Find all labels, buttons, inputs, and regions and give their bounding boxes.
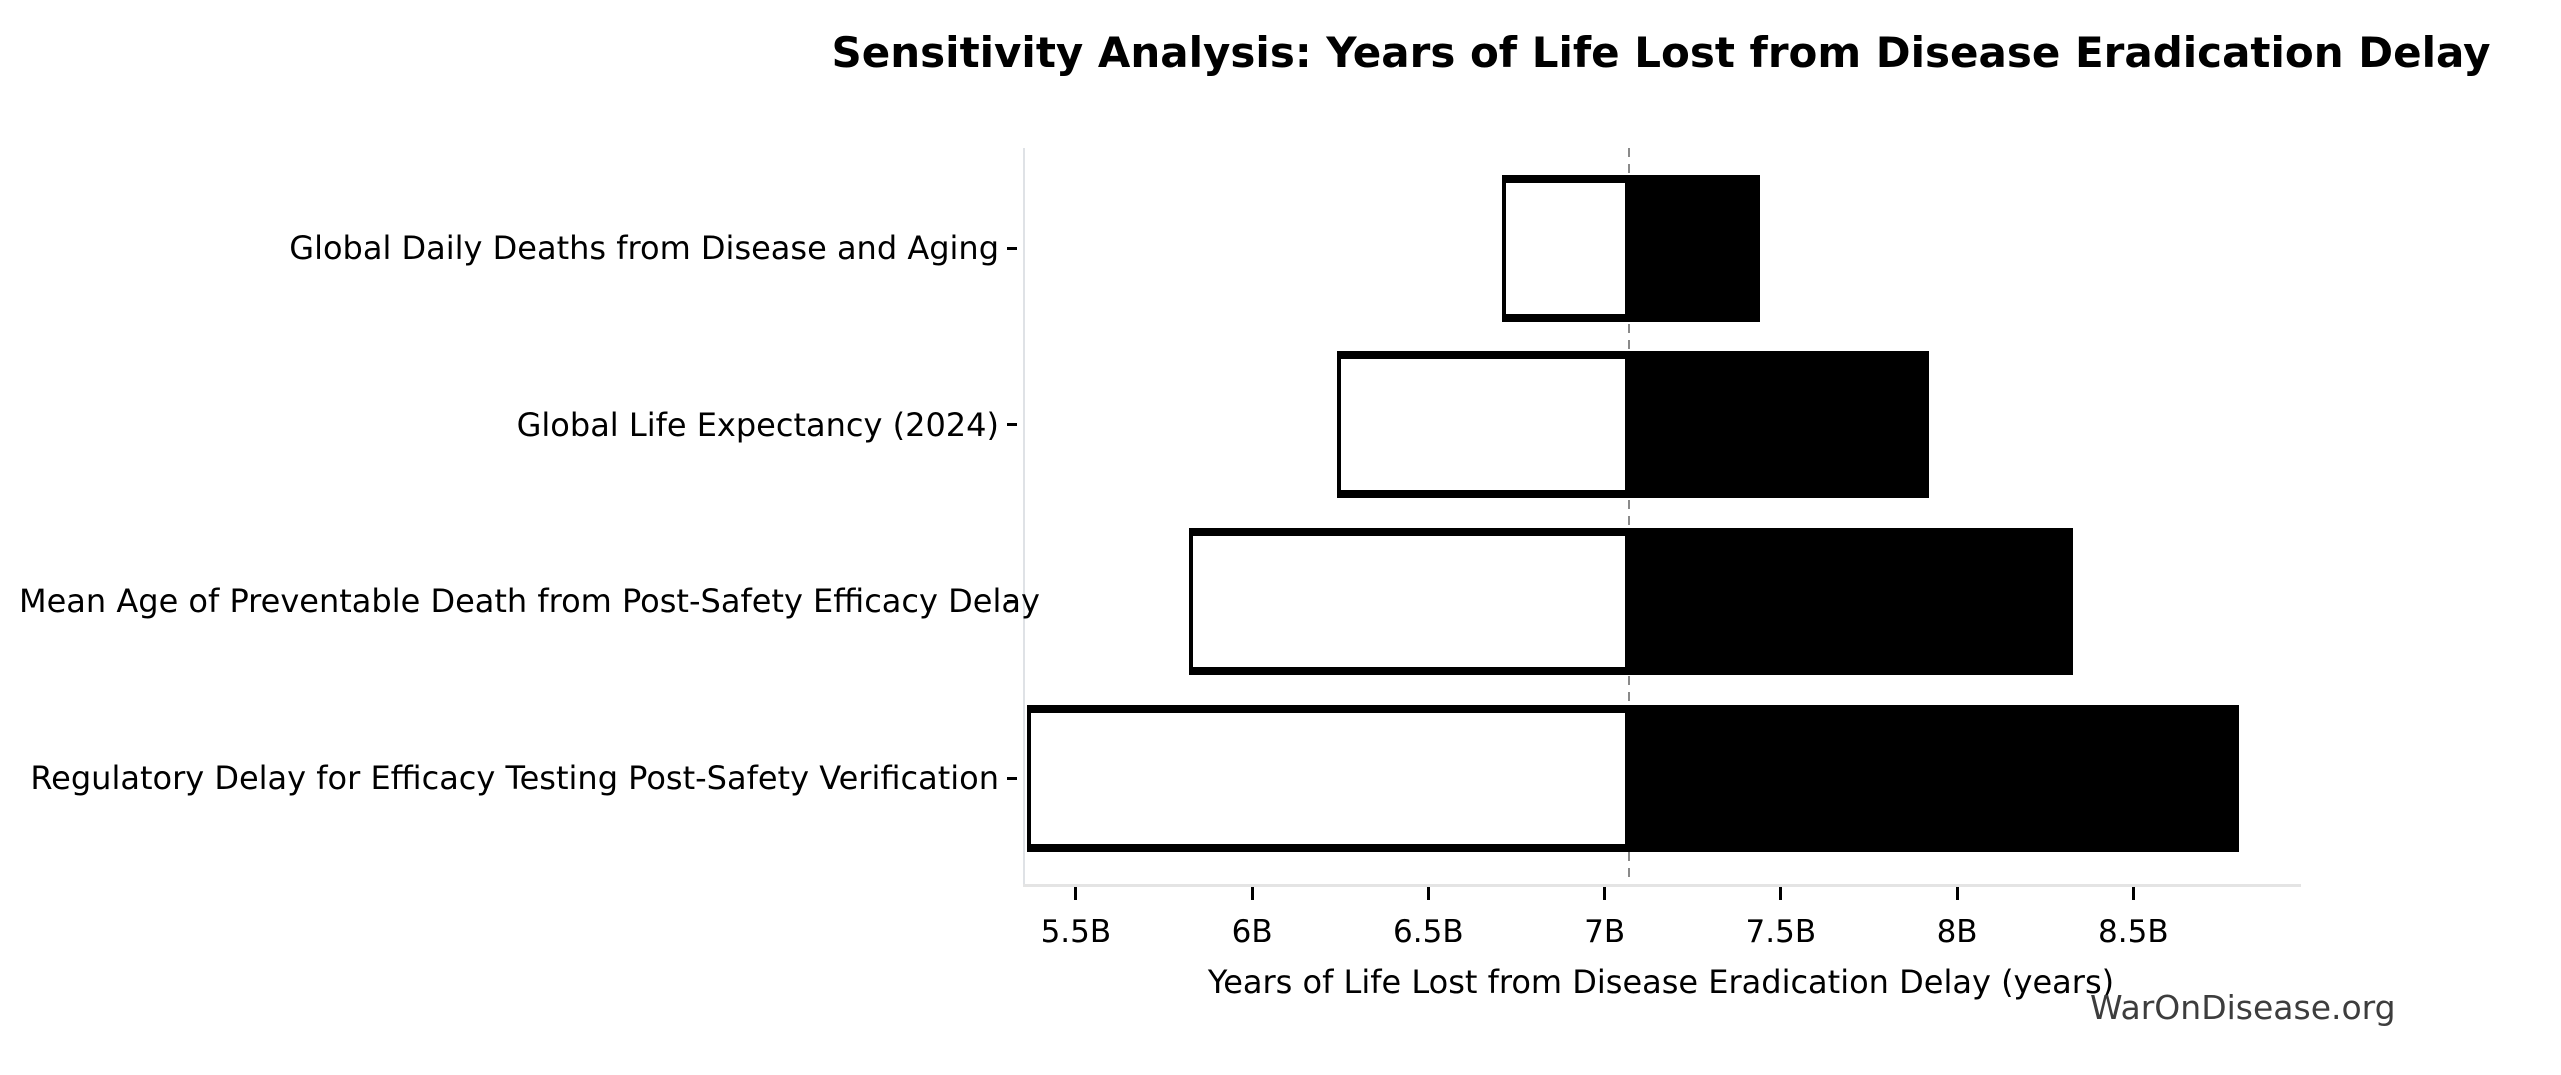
x-tick-mark [1955,887,1959,900]
x-axis-label: Years of Life Lost from Disease Eradicat… [1207,963,2115,1001]
y-category-label: Regulatory Delay for Efficacy Testing Po… [30,759,999,797]
x-tick-label: 5.5B [1040,914,1112,950]
chart-title: Sensitivity Analysis: Years of Life Lost… [831,28,2491,77]
x-tick-label: 7.5B [1745,914,1817,950]
x-tick-mark [1779,887,1783,900]
bar-low-segment [1502,178,1630,318]
x-tick-mark [1603,887,1607,900]
watermark-text: WarOnDisease.org [2090,988,2396,1027]
x-tick-label: 7B [1584,914,1626,950]
y-tick-mark [1007,599,1017,603]
baseline-dashed-line [1628,148,1631,884]
y-axis-spine [1023,148,1025,887]
bar-low-segment [1188,531,1630,671]
y-category-label: Global Life Expectancy (2024) [516,405,999,444]
x-tick-mark [1250,887,1254,900]
x-tick-mark [1074,887,1078,900]
y-tick-mark [1007,423,1017,427]
x-axis-spine [1023,884,2301,887]
x-tick-label: 8.5B [2098,914,2169,950]
y-tick-mark [1007,246,1017,250]
x-tick-label: 6B [1231,914,1273,950]
x-tick-label: 6.5B [1393,914,1464,950]
y-category-label: Mean Age of Preventable Death from Post-… [19,582,1040,621]
y-category-label: Global Daily Deaths from Disease and Agi… [289,229,999,267]
x-tick-label: 8B [1936,914,1978,950]
plot-area: Global Daily Deaths from Disease and Agi… [19,148,2301,950]
x-tick-mark [1426,887,1430,900]
y-tick-mark [1007,776,1017,780]
bar-low-segment [1336,355,1630,495]
x-tick-mark [2131,887,2135,900]
bar-low-segment [1026,708,1630,848]
